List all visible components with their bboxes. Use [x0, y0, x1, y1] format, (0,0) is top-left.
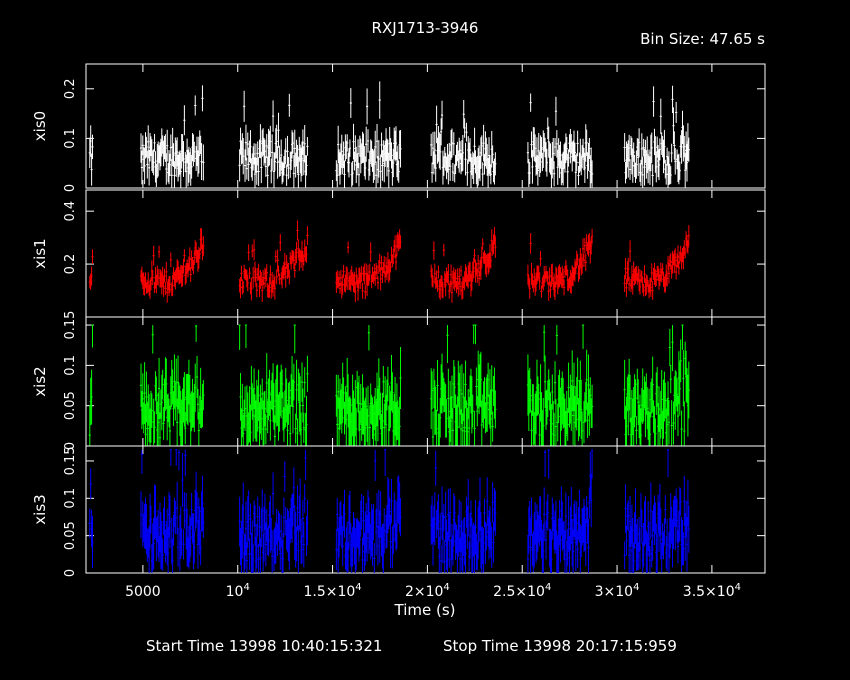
y-tick-label: 0.1 [63, 355, 78, 376]
panel-xis3: 0 0.05 0.1 0.15 xis3 [31, 445, 766, 577]
panel-frame [85, 189, 766, 318]
stop-time: Stop Time 13998 20:17:15:959 [443, 637, 677, 655]
x-tick-label: 104 [226, 582, 250, 600]
series-xis2 [88, 324, 690, 446]
x-tick-label: 2.5×104 [493, 582, 551, 600]
y-axis-label: xis1 [31, 238, 49, 268]
y-tick-label: 0.1 [63, 128, 78, 149]
panel-xis2: 0 0.05 0.1 0.15 xis2 [31, 311, 766, 450]
chart-title: RXJ1713-3946 [372, 19, 479, 37]
panel-xis1: 0.2 0.4 xis1 [31, 189, 766, 318]
y-axis-label: xis2 [31, 366, 49, 396]
x-tick-label: 1.5×104 [303, 582, 361, 600]
y-tick-label: 0.1 [63, 488, 78, 509]
y-axis-label: xis3 [31, 494, 49, 524]
y-tick-label: 0.15 [63, 446, 78, 475]
y-tick-label: 0.05 [63, 521, 78, 550]
y-tick-label: 0.15 [63, 311, 78, 340]
series-xis3 [88, 449, 690, 573]
y-tick-label: 0.05 [63, 391, 78, 420]
y-tick-label: 0 [63, 184, 78, 192]
y-tick-label: 0.2 [63, 78, 78, 99]
panels: 00.10.2xis00.20.4xis100.050.10.15xis200.… [31, 63, 766, 577]
panel-frame [85, 63, 766, 189]
x-tick-label: 3.5×104 [683, 582, 741, 600]
x-tick-label: 5000 [125, 584, 161, 600]
x-tick-label: 2×104 [405, 582, 450, 600]
y-tick-label: 0.4 [63, 201, 78, 222]
x-axis-label: Time (s) [394, 601, 456, 619]
panel-xis0: 0 0.1 0.2 xis0 [31, 63, 766, 192]
y-axis-label: xis0 [31, 111, 49, 141]
x-axis: 5000 104 1.5×104 2×104 2.5×104 3×104 3.5×104 [125, 582, 741, 600]
series-xis1 [88, 220, 690, 303]
panel-frame [85, 445, 766, 574]
x-tick-label: 3×104 [595, 582, 640, 600]
series-xis0 [88, 81, 690, 188]
bin-size-label: Bin Size: 47.65 s [640, 30, 765, 48]
y-tick-label: 0.2 [63, 254, 78, 275]
y-tick-label: 0 [63, 442, 78, 450]
y-tick-label: 0 [63, 569, 78, 577]
start-time: Start Time 13998 10:40:15:321 [146, 637, 382, 655]
